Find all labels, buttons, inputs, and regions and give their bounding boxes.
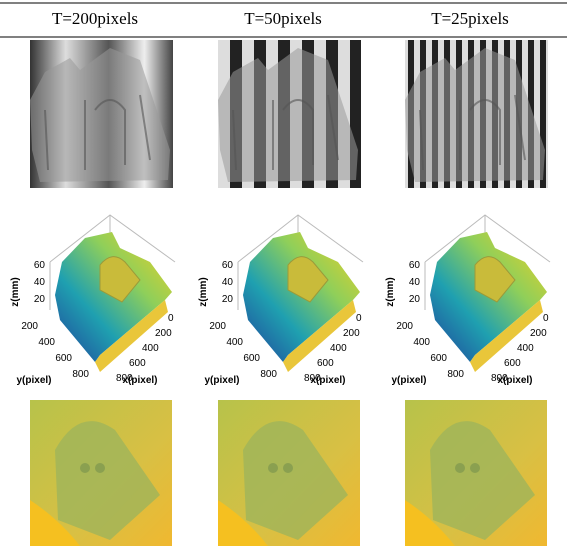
fringe-image bbox=[405, 40, 548, 188]
x-tick-label: 600 bbox=[504, 358, 521, 369]
x-tick-label: 200 bbox=[343, 328, 360, 339]
z-tick-label: 60 bbox=[409, 260, 421, 271]
x-tick-label: 0 bbox=[543, 313, 549, 324]
object-detail bbox=[44, 94, 151, 171]
y-tick-label: 600 bbox=[430, 353, 447, 364]
surface-arch bbox=[474, 256, 516, 303]
x-tick-label: 0 bbox=[168, 313, 174, 324]
fringe-image bbox=[218, 40, 361, 188]
surface-plot: z(mm) 2040602004006008000200400600800y(pi… bbox=[10, 214, 176, 386]
y-tick-label: 200 bbox=[21, 321, 38, 332]
object-silhouette bbox=[218, 48, 358, 182]
surface-plot: z(mm) 2040602004006008000200400600800y(pi… bbox=[385, 214, 551, 386]
x-tick-label: 200 bbox=[530, 328, 547, 339]
y-tick-label: 800 bbox=[260, 369, 277, 380]
x-tick-label: 400 bbox=[142, 343, 159, 354]
y-tick-label: 800 bbox=[72, 369, 89, 380]
x-tick-label: 200 bbox=[155, 328, 172, 339]
y-tick-label: 400 bbox=[413, 337, 430, 348]
x-tick-label: 800 bbox=[491, 373, 508, 384]
y-tick-label: 200 bbox=[209, 321, 226, 332]
x-tick-label: 400 bbox=[517, 343, 534, 354]
y-tick-label: 800 bbox=[447, 369, 464, 380]
map-dot bbox=[95, 463, 105, 473]
map-dot bbox=[80, 463, 90, 473]
y-tick-label: 400 bbox=[226, 337, 243, 348]
fringe-image bbox=[30, 40, 173, 188]
y-axis-label: y(pixel) bbox=[204, 375, 239, 386]
surface-front bbox=[283, 300, 356, 372]
x-axis-label: x(pixel) bbox=[497, 375, 532, 386]
object-detail bbox=[419, 94, 526, 171]
column-header: T=200pixels bbox=[52, 9, 138, 28]
y-axis-label: y(pixel) bbox=[16, 375, 51, 386]
y-axis-label: y(pixel) bbox=[391, 375, 426, 386]
map-arch bbox=[243, 421, 348, 540]
surface-arch bbox=[99, 256, 141, 303]
y-tick-label: 600 bbox=[55, 353, 72, 364]
z-tick-label: 40 bbox=[34, 277, 46, 288]
x-tick-label: 600 bbox=[129, 358, 146, 369]
surface-plot: z(mm) 2040602004006008000200400600800y(pi… bbox=[198, 214, 364, 386]
x-tick-label: 800 bbox=[304, 373, 321, 384]
depth-map bbox=[218, 400, 360, 546]
y-tick-label: 600 bbox=[243, 353, 260, 364]
map-dot bbox=[455, 463, 465, 473]
z-axis-label: z(mm) bbox=[10, 277, 21, 306]
x-tick-label: 0 bbox=[356, 313, 362, 324]
surface-front bbox=[470, 300, 543, 372]
map-arch bbox=[430, 421, 535, 540]
object-silhouette bbox=[30, 48, 170, 182]
x-tick-label: 800 bbox=[116, 373, 133, 384]
z-tick-label: 40 bbox=[409, 277, 421, 288]
map-corner bbox=[405, 500, 455, 546]
map-dot bbox=[268, 463, 278, 473]
z-axis-label: z(mm) bbox=[385, 277, 396, 306]
x-axis-label: x(pixel) bbox=[122, 375, 157, 386]
map-arch bbox=[55, 421, 160, 540]
z-tick-label: 20 bbox=[34, 294, 46, 305]
z-tick-label: 60 bbox=[34, 260, 46, 271]
x-tick-label: 400 bbox=[330, 343, 347, 354]
x-tick-label: 600 bbox=[317, 358, 334, 369]
y-tick-label: 400 bbox=[38, 337, 55, 348]
map-dot bbox=[470, 463, 480, 473]
surface-arch bbox=[287, 256, 329, 303]
depth-map bbox=[405, 400, 547, 546]
depth-map bbox=[30, 400, 172, 546]
z-tick-label: 60 bbox=[222, 260, 234, 271]
map-dot bbox=[283, 463, 293, 473]
surface-front bbox=[95, 300, 168, 372]
y-tick-label: 200 bbox=[396, 321, 413, 332]
object-detail bbox=[232, 94, 339, 171]
column-header: T=50pixels bbox=[244, 9, 322, 28]
x-axis-label: x(pixel) bbox=[310, 375, 345, 386]
z-tick-label: 20 bbox=[222, 294, 234, 305]
object-silhouette bbox=[405, 48, 545, 182]
map-corner bbox=[218, 500, 268, 546]
column-header: T=25pixels bbox=[431, 9, 509, 28]
z-tick-label: 20 bbox=[409, 294, 421, 305]
map-corner bbox=[30, 500, 80, 546]
z-axis-label: z(mm) bbox=[198, 277, 209, 306]
z-tick-label: 40 bbox=[222, 277, 234, 288]
